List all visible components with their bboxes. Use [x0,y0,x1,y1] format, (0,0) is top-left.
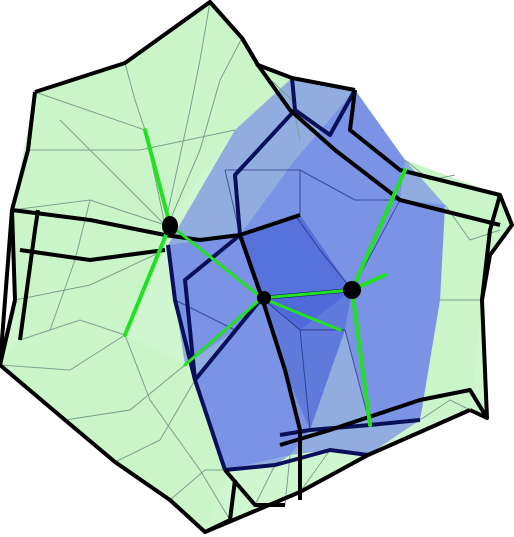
vertex-node [257,291,271,305]
mesh-line [294,214,353,291]
vertex-node [162,216,178,236]
inner-edge [293,89,357,137]
mesh-line [19,319,126,341]
green-axes [123,128,407,427]
outer-mesh [0,1,501,521]
inner-face [195,298,310,470]
outer-shell-face [12,63,165,340]
outer-edge [204,479,237,534]
outer-edge [238,234,302,500]
outer-edge [11,208,301,242]
mesh-line [0,334,126,371]
mesh-line [167,37,243,226]
mesh-line [169,469,225,501]
mesh-line [299,449,331,493]
outer-shell-face [125,2,292,225]
mesh-line [114,379,196,463]
inner-edge [193,296,264,382]
axis-line [350,168,407,292]
mesh-line [124,334,231,521]
outer-shell-face [0,335,230,532]
axis-line [350,288,372,427]
mesh-line [59,119,166,226]
inner-edge [183,233,242,381]
inner-edge [233,77,297,236]
inner-edge [166,244,227,471]
axis-line [123,228,170,337]
axis-line [260,288,354,300]
mesh-line [14,249,166,301]
outer-edge [480,194,502,301]
mesh-line [164,1,211,226]
mesh-line [64,364,186,421]
axis-line [143,128,172,227]
nodes [162,216,361,305]
outer-edge [240,36,501,227]
mesh-line [419,399,471,421]
mesh-line [344,329,371,426]
outer-shell-face [405,160,512,420]
mesh-line [299,329,311,431]
outer-edge [0,209,14,366]
mesh-line [254,464,276,506]
mesh-line [174,299,236,331]
mesh-line [124,62,146,131]
axis-line [168,223,264,300]
outer-edge [348,89,514,420]
axis-line [260,296,342,332]
outer-edge [19,248,166,262]
outer-edge [279,388,489,447]
mesh-line [404,159,456,181]
outer-edge [0,363,471,534]
inner-edge [224,448,369,472]
vertex-node [343,281,361,299]
outer-edge [18,209,40,341]
axis-line [183,296,264,367]
